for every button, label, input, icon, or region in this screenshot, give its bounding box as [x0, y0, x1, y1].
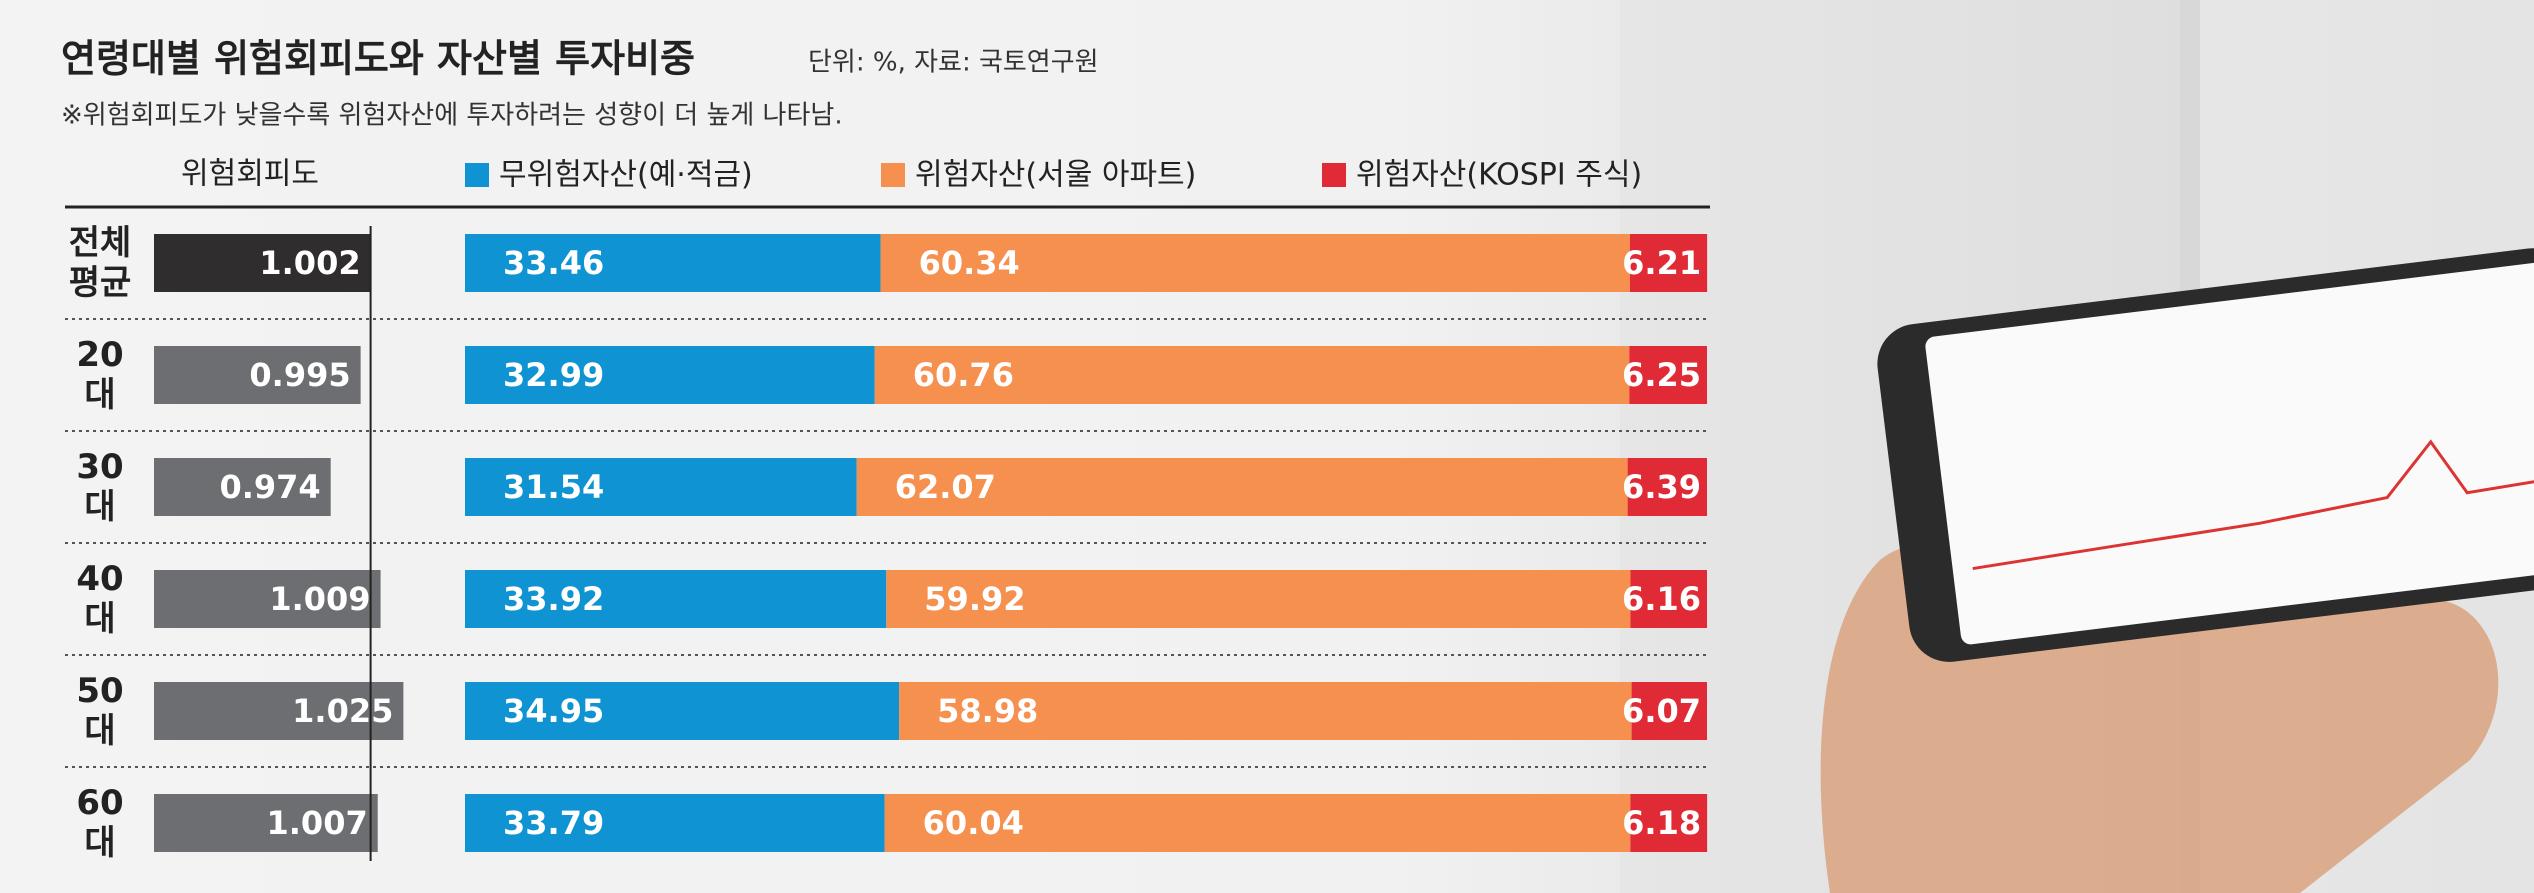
- risk-value-label: 0.995: [249, 356, 350, 394]
- segment: [465, 570, 887, 628]
- segment-value-label: 60.34: [919, 244, 1020, 282]
- category-label: 60대: [76, 783, 124, 863]
- segment: [886, 570, 1631, 628]
- segment-value-label: 62.07: [895, 468, 996, 506]
- segment-value-label: 6.39: [1622, 468, 1701, 506]
- segment-value-label: 6.18: [1622, 804, 1701, 842]
- risk-bar: [154, 570, 381, 628]
- legend-swatch: [1322, 163, 1346, 187]
- category-label: 전체 평균: [68, 223, 132, 303]
- segment-value-label: 34.95: [503, 692, 604, 730]
- segment: [465, 346, 875, 404]
- segment-value-label: 33.46: [503, 244, 604, 282]
- risk-bar: [154, 682, 404, 740]
- legend-swatch: [881, 163, 905, 187]
- segment: [1629, 346, 1707, 404]
- risk-value-label: 1.009: [269, 580, 370, 618]
- segment-value-label: 33.92: [503, 580, 604, 618]
- legend-label: 위험자산(서울 아파트): [915, 158, 1196, 193]
- segment: [1627, 458, 1707, 516]
- segment: [880, 234, 1630, 292]
- risk-value-label: 0.974: [219, 468, 320, 506]
- segment: [856, 458, 1628, 516]
- segment: [899, 682, 1632, 740]
- legend-label: 무위험자산(예·적금): [499, 158, 753, 193]
- risk-bar: [154, 458, 331, 516]
- segment: [465, 234, 881, 292]
- risk-value-label: 1.002: [259, 244, 360, 282]
- legend-swatch: [465, 163, 489, 187]
- risk-bar: [154, 234, 371, 292]
- risk-header: 위험회피도: [181, 157, 319, 192]
- chart-subtitle: 단위: %, 자료: 국토연구원: [808, 48, 1099, 78]
- segment-value-label: 31.54: [503, 468, 604, 506]
- segment-value-label: 33.79: [503, 804, 604, 842]
- category-label: 50대: [76, 671, 124, 751]
- category-label: 20대: [76, 335, 124, 415]
- segment: [465, 458, 857, 516]
- segment: [1631, 682, 1707, 740]
- segment-value-label: 60.04: [923, 804, 1024, 842]
- segment-value-label: 6.25: [1622, 356, 1701, 394]
- segment-value-label: 6.16: [1622, 580, 1701, 618]
- segment: [1629, 234, 1708, 292]
- category-label: 40대: [76, 559, 124, 639]
- risk-value-label: 1.007: [267, 804, 368, 842]
- chart-title: 연령대별 위험회피도와 자산별 투자비중: [61, 37, 695, 81]
- legend-label: 위험자산(KOSPI 주식): [1356, 158, 1642, 193]
- segment-value-label: 60.76: [913, 356, 1014, 394]
- segment: [1630, 794, 1708, 852]
- risk-bar: [154, 794, 378, 852]
- segment: [884, 794, 1631, 852]
- segment: [465, 682, 900, 740]
- category-label: 30대: [76, 447, 124, 527]
- segment: [1630, 570, 1707, 628]
- chart-note: ※위험회피도가 낮을수록 위험자산에 투자하려는 성향이 더 높게 나타남.: [61, 101, 843, 131]
- segment-value-label: 6.07: [1622, 692, 1701, 730]
- segment-value-label: 6.21: [1622, 244, 1701, 282]
- segment: [874, 346, 1630, 404]
- segment-value-label: 59.92: [924, 580, 1025, 618]
- segment: [465, 794, 885, 852]
- risk-bar: [154, 346, 361, 404]
- risk-value-label: 1.025: [292, 692, 393, 730]
- segment-value-label: 58.98: [937, 692, 1038, 730]
- phone: [1877, 248, 2534, 662]
- segment-value-label: 32.99: [503, 356, 604, 394]
